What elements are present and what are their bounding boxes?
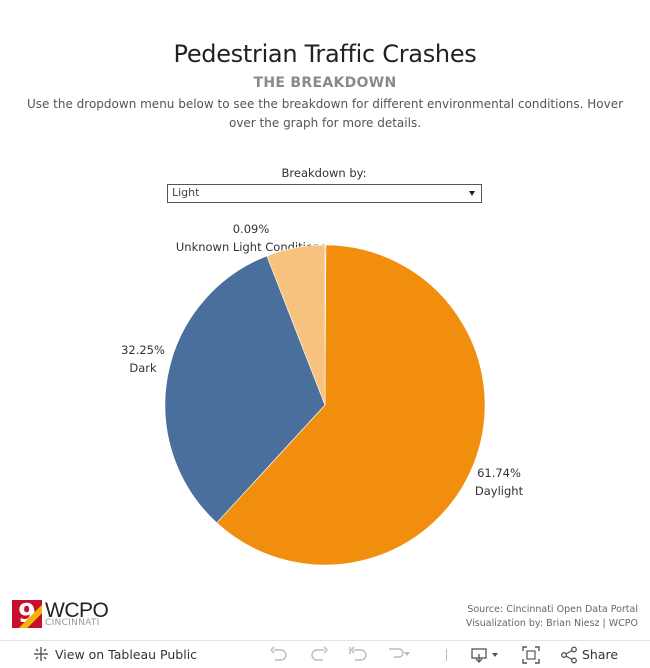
source-line: Source: Cincinnati Open Data Portal (467, 604, 638, 615)
slice-percent-label: 0.09% (233, 222, 270, 236)
slice-category-label: Dark (129, 361, 157, 375)
slice-percent-label: 61.74% (477, 466, 521, 480)
credit-line: Visualization by: Brian Niesz | WCPO (465, 618, 638, 629)
share-button[interactable]: Share (582, 647, 619, 662)
toolbar-divider (446, 649, 447, 661)
redo-icon[interactable] (310, 646, 328, 664)
pie-slice-other[interactable] (266, 244, 326, 406)
dropdown-selected-value: Light (172, 186, 200, 199)
tableau-toolbar: View on Tableau Public Share (0, 640, 650, 668)
logo-name: WCPO (45, 599, 109, 622)
breakdown-dropdown[interactable]: Light (167, 184, 482, 203)
pie-chart[interactable]: 0.09%Unknown Light Conditions61.74%Dayli… (0, 0, 650, 600)
fullscreen-icon[interactable] (522, 646, 540, 664)
pause-icon[interactable] (386, 646, 412, 664)
dropdown-arrow-icon[interactable] (469, 191, 475, 196)
source-credits: Source: Cincinnati Open Data Portal Visu… (466, 603, 638, 631)
view-on-tableau-link[interactable]: View on Tableau Public (55, 647, 198, 662)
share-icon[interactable] (560, 646, 578, 664)
undo-icon[interactable] (270, 646, 288, 664)
download-icon[interactable] (470, 646, 502, 664)
filter-label: Breakdown by: (281, 166, 367, 180)
slice-percent-label: 32.25% (121, 343, 165, 357)
chart-description: Use the dropdown menu below to see the b… (26, 97, 624, 130)
logo-city: CINCINNATI (45, 618, 100, 628)
revert-icon[interactable] (348, 646, 368, 664)
slice-category-label: Daylight (475, 484, 524, 498)
chart-title: Pedestrian Traffic Crashes (173, 40, 477, 68)
logo-mark: 9 (12, 600, 42, 628)
pie-slice-daylight[interactable] (216, 244, 486, 566)
chart-subtitle: THE BREAKDOWN (253, 75, 397, 91)
wcpo-logo: 9 WCPO CINCINNATI (12, 599, 112, 632)
pie-slice-dark[interactable] (164, 255, 326, 524)
tableau-logo-icon[interactable] (33, 646, 49, 664)
